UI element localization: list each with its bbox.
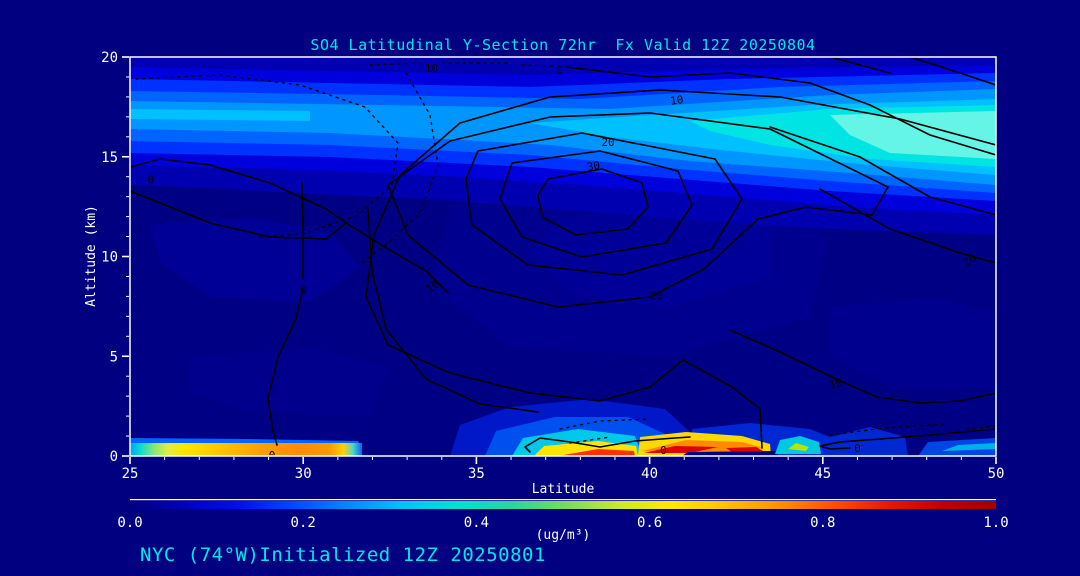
colorbar-gradient <box>130 501 996 509</box>
x-tick-label: 35 <box>468 466 485 482</box>
contour-value-label: 0 <box>854 442 861 455</box>
colorbar-units-label: (ug/m³) <box>536 528 591 543</box>
contour-value-label: 20 <box>601 136 614 149</box>
x-tick-label: 30 <box>295 466 312 482</box>
y-tick-label: 5 <box>110 349 118 365</box>
y-tick-label: 0 <box>110 449 118 465</box>
colorbar-tick-label: 0.4 <box>464 515 489 531</box>
axis-ticks <box>122 56 997 464</box>
contour-value-label: 0 <box>147 174 154 187</box>
colorbar-tick-label: 0.2 <box>291 515 316 531</box>
colorbar-top-edge <box>130 499 996 501</box>
colorbar-tick-label: 0.0 <box>117 515 142 531</box>
y-axis-title: Altitude (km) <box>84 205 99 307</box>
colorbar-tick-label: 0.6 <box>637 515 662 531</box>
colorbar-tick-label: 1.0 <box>983 515 1008 531</box>
contour-value-label: 0 <box>556 64 563 77</box>
contour-value-label: 0 <box>269 449 276 462</box>
contour-value-label: 20 <box>650 289 663 302</box>
field-midlevel-patches <box>150 197 996 417</box>
contour-value-label: 0 <box>660 444 667 457</box>
x-axis-title: Latitude <box>532 482 595 497</box>
y-tick-label: 20 <box>101 50 118 66</box>
contour-value-label: 10 <box>669 93 684 108</box>
contour-value-label: 30 <box>586 159 601 174</box>
contour-value-label: 10 <box>423 277 441 295</box>
y-tick-label: 15 <box>101 150 118 166</box>
contour-value-label: 10 <box>425 62 438 75</box>
contour-value-label: 10 <box>828 376 844 391</box>
field-upper-band <box>130 57 996 235</box>
axis-tick-labels: 25 30 35 40 45 50 0 5 10 15 20 <box>101 50 1004 482</box>
x-tick-label: 25 <box>122 466 139 482</box>
footer-annotation: NYC (74°W)Initialized 12Z 20250801 <box>140 544 546 566</box>
contour-value-label: 0 <box>300 283 307 296</box>
chart-title: SO4 Latitudinal Y-Section 72hr Fx Valid … <box>310 36 815 54</box>
plot-frame <box>129 56 997 457</box>
contour-lines-dotted <box>135 62 996 444</box>
colorbar-tick-labels: 0.0 0.2 0.4 0.6 0.8 1.0 <box>117 515 1008 531</box>
contour-value-label: 20 <box>961 252 979 270</box>
contour-lines-solid <box>130 57 996 453</box>
y-tick-label: 10 <box>101 250 118 266</box>
x-tick-label: 45 <box>814 466 831 482</box>
colorbar-tick-label: 0.8 <box>810 515 835 531</box>
colorbar: 0.0 0.2 0.4 0.6 0.8 1.0 (ug/m³) <box>117 499 1009 543</box>
x-tick-label: 40 <box>641 466 658 482</box>
x-tick-label: 50 <box>988 466 1005 482</box>
